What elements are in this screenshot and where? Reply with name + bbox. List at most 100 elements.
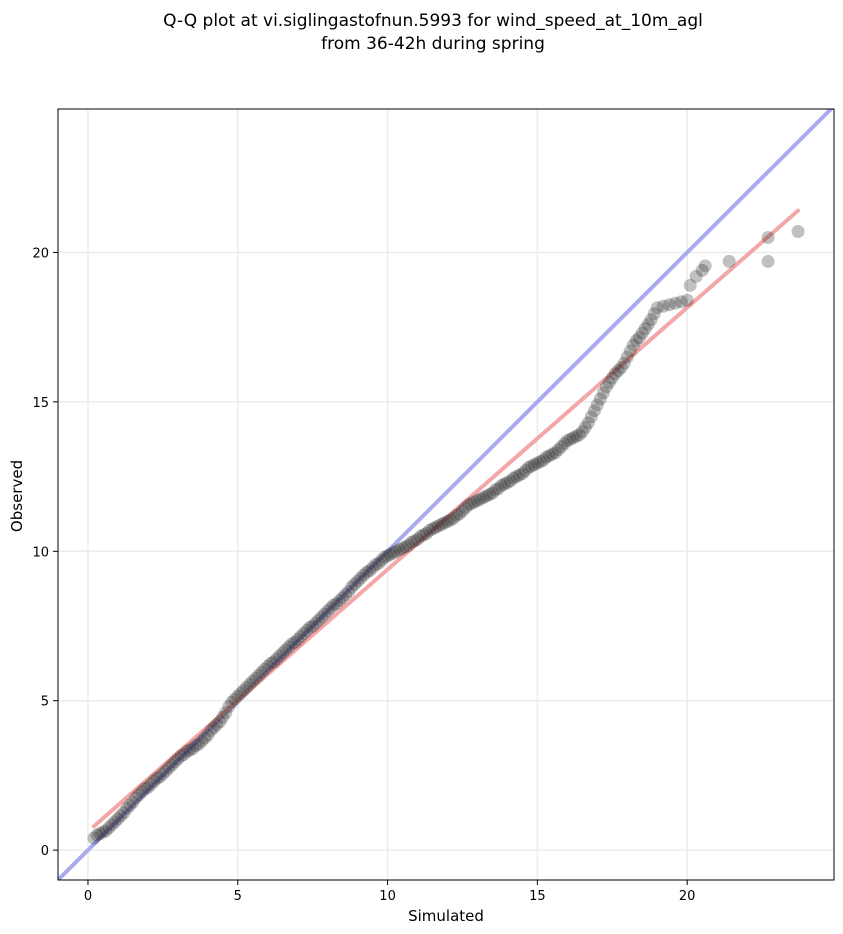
data-point [650, 301, 664, 315]
data-point [722, 254, 736, 268]
data-point [303, 620, 317, 634]
data-point [402, 538, 416, 552]
data-point [548, 446, 562, 460]
data-point [114, 809, 128, 823]
data-point [683, 278, 697, 292]
data-point [345, 580, 359, 594]
data-point [165, 758, 179, 772]
data-point [426, 522, 440, 536]
data-point [360, 565, 374, 579]
data-point [641, 317, 655, 331]
data-point [446, 511, 460, 525]
data-point [596, 386, 610, 400]
data-point [234, 686, 248, 700]
y-tick-label: 20 [32, 246, 49, 261]
data-point [132, 788, 146, 802]
data-point [396, 541, 410, 555]
data-point [530, 456, 544, 470]
data-point [108, 815, 122, 829]
data-point [533, 455, 547, 469]
data-point [635, 326, 649, 340]
data-point [159, 764, 173, 778]
data-point [590, 398, 604, 412]
data-point [261, 659, 275, 673]
data-point [440, 514, 454, 528]
data-point [282, 640, 296, 654]
data-point [384, 547, 398, 561]
data-point [467, 495, 481, 509]
data-point [569, 429, 583, 443]
data-point [698, 259, 712, 273]
data-point [93, 827, 107, 841]
data-point [144, 777, 158, 791]
data-point [399, 540, 413, 554]
data-point [578, 420, 592, 434]
data-point [435, 517, 449, 531]
data-point [644, 313, 658, 327]
data-point [536, 453, 550, 467]
data-point [213, 715, 227, 729]
data-point [189, 739, 203, 753]
plot-frame [57, 108, 835, 881]
data-point [195, 734, 209, 748]
data-point [210, 718, 224, 732]
data-point [452, 507, 466, 521]
data-point [177, 747, 191, 761]
data-point [225, 695, 239, 709]
data-point [390, 544, 404, 558]
data-point [138, 782, 152, 796]
data-point [381, 549, 395, 563]
x-tick-label: 5 [234, 889, 242, 904]
data-point [204, 724, 218, 738]
data-point [497, 477, 511, 491]
data-point [626, 338, 640, 352]
data-point [249, 671, 263, 685]
data-point [470, 493, 484, 507]
data-point [662, 298, 676, 312]
data-point [689, 269, 703, 283]
data-point [506, 471, 520, 485]
data-point [231, 689, 245, 703]
data-point [198, 731, 212, 745]
data-point [207, 721, 221, 735]
data-point [482, 488, 496, 501]
data-point [324, 601, 338, 615]
data-point [479, 489, 493, 503]
y-tick-label: 10 [32, 545, 49, 560]
data-point [123, 798, 137, 812]
data-point [429, 520, 443, 534]
data-point [243, 677, 257, 691]
data-point [315, 610, 329, 624]
data-point [285, 637, 299, 651]
data-point [524, 459, 538, 473]
fit-line [91, 208, 801, 829]
data-point [270, 652, 284, 666]
data-point [354, 571, 368, 585]
data-point [141, 780, 155, 794]
data-point [563, 432, 577, 446]
grid-lines [58, 109, 834, 880]
data-point [455, 504, 469, 518]
axis-ticks: 0 5 10 15 20 0 5 10 15 20 [32, 246, 695, 904]
data-point [575, 425, 589, 439]
data-point [602, 375, 616, 389]
data-point [560, 434, 574, 448]
data-point [351, 574, 365, 588]
x-tick-label: 10 [379, 889, 396, 904]
data-point [273, 649, 287, 663]
data-point [87, 831, 101, 845]
data-point [372, 556, 386, 570]
data-point [414, 529, 428, 543]
data-point [153, 770, 167, 784]
data-point [761, 254, 775, 268]
data-point [105, 818, 119, 832]
data-point [488, 483, 502, 497]
data-point [327, 598, 341, 612]
data-point [464, 496, 478, 510]
data-point [432, 519, 446, 533]
y-tick-label: 0 [41, 844, 49, 859]
data-point [494, 479, 508, 493]
data-point [174, 749, 188, 763]
data-point [336, 591, 350, 605]
